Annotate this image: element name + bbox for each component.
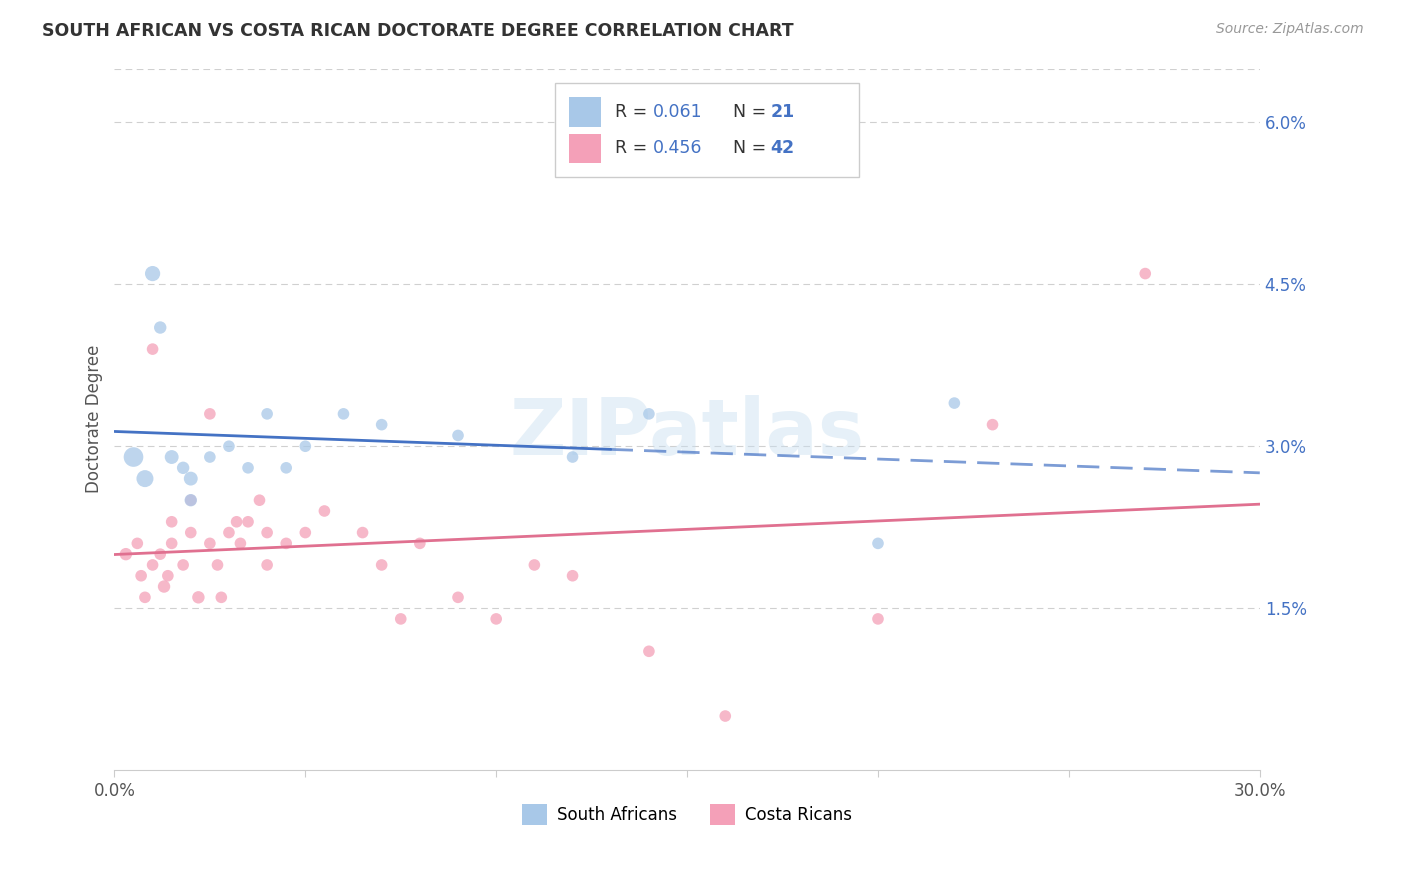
Point <box>294 525 316 540</box>
Point <box>115 547 138 561</box>
Point <box>180 525 202 540</box>
Point <box>485 612 508 626</box>
Text: Source: ZipAtlas.com: Source: ZipAtlas.com <box>1216 22 1364 37</box>
Point <box>294 439 316 453</box>
Text: ZIPatlas: ZIPatlas <box>509 395 865 471</box>
Point <box>134 591 156 605</box>
Point <box>256 407 278 421</box>
Point <box>180 493 202 508</box>
Point <box>943 396 966 410</box>
Bar <box>569 134 602 163</box>
Point <box>187 591 209 605</box>
Point <box>153 580 176 594</box>
Legend: South Africans, Costa Ricans: South Africans, Costa Ricans <box>522 805 852 825</box>
Point <box>236 460 259 475</box>
Y-axis label: Doctorate Degree: Doctorate Degree <box>86 345 103 493</box>
Point <box>352 525 374 540</box>
Text: 21: 21 <box>770 103 794 121</box>
Point <box>389 612 412 626</box>
Point <box>160 515 183 529</box>
Point <box>218 439 240 453</box>
Point <box>981 417 1004 432</box>
Point <box>149 320 172 334</box>
Text: 42: 42 <box>770 139 794 158</box>
Point <box>180 472 202 486</box>
Point <box>149 547 172 561</box>
Point <box>218 525 240 540</box>
Point <box>198 407 221 421</box>
Point <box>638 644 661 658</box>
Point <box>638 407 661 421</box>
Point <box>160 536 183 550</box>
Point <box>256 558 278 572</box>
Point <box>1135 267 1157 281</box>
Point <box>370 417 392 432</box>
Point <box>314 504 336 518</box>
Point <box>866 536 889 550</box>
Point <box>142 558 165 572</box>
Point <box>561 568 583 582</box>
Point <box>866 612 889 626</box>
Point <box>447 591 470 605</box>
FancyBboxPatch shape <box>555 83 859 178</box>
Point <box>276 460 298 475</box>
Point <box>156 568 179 582</box>
Text: R =: R = <box>614 103 652 121</box>
Point <box>447 428 470 442</box>
Point <box>561 450 583 464</box>
Point <box>229 536 252 550</box>
Text: N =: N = <box>733 139 772 158</box>
Point <box>209 591 232 605</box>
Point <box>134 472 156 486</box>
Point <box>122 450 145 464</box>
Text: SOUTH AFRICAN VS COSTA RICAN DOCTORATE DEGREE CORRELATION CHART: SOUTH AFRICAN VS COSTA RICAN DOCTORATE D… <box>42 22 794 40</box>
Point <box>332 407 354 421</box>
Text: 0.061: 0.061 <box>652 103 703 121</box>
Text: R =: R = <box>614 139 652 158</box>
Point <box>180 493 202 508</box>
Point <box>160 450 183 464</box>
Point <box>370 558 392 572</box>
Point <box>256 525 278 540</box>
Point <box>225 515 247 529</box>
Point <box>127 536 149 550</box>
Bar <box>569 97 602 127</box>
Point <box>129 568 152 582</box>
Point <box>276 536 298 550</box>
Point <box>198 536 221 550</box>
Point <box>207 558 229 572</box>
Text: 0.456: 0.456 <box>652 139 702 158</box>
Point <box>714 709 737 723</box>
Point <box>142 342 165 356</box>
Point <box>172 460 194 475</box>
Point <box>249 493 271 508</box>
Point <box>236 515 259 529</box>
Point <box>409 536 432 550</box>
Point <box>523 558 546 572</box>
Point <box>198 450 221 464</box>
Point <box>172 558 194 572</box>
Point <box>142 267 165 281</box>
Text: N =: N = <box>733 103 772 121</box>
